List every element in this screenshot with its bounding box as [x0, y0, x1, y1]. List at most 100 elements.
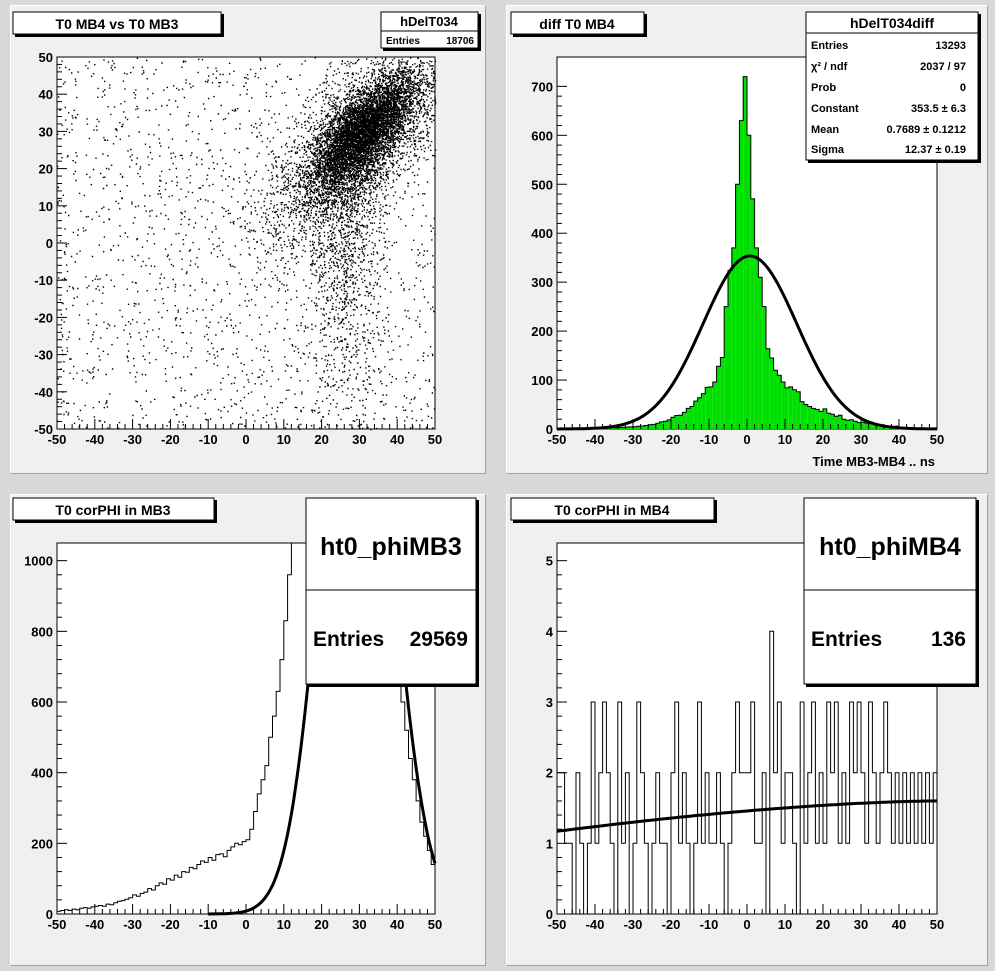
- scatter-plot: -50 -40 -30 -20 -10 0 10 20 30 40 50 -50 -40 -30 -20 -1…: [34, 50, 442, 447]
- title-box: T0 MB4 vs T0 MB3: [12, 11, 224, 37]
- histogram-bar: [769, 358, 774, 429]
- histogram-bar: [621, 427, 626, 429]
- histogram-bar: [735, 184, 740, 429]
- x-tick-label: 20: [816, 432, 830, 447]
- x-tick-label: 30: [854, 917, 868, 932]
- histogram-bar: [804, 404, 808, 429]
- histogram-bar: [693, 401, 698, 429]
- axes: -50 -40 -30 -20 -10 0 10 20 30 40 50 -50 -40 -30 -20 -1…: [34, 50, 442, 447]
- stats-value: 12.37 ± 0.19: [905, 144, 966, 156]
- histogram-bar: [629, 426, 633, 429]
- histogram-bar: [834, 416, 839, 429]
- y-tick-label: 4: [546, 624, 554, 639]
- x-tick-label: -10: [700, 432, 719, 447]
- stats-value: 0: [960, 82, 966, 94]
- stats-box: ht0_phiMB4 Entries 136: [803, 497, 979, 687]
- y-tick-label: 0: [46, 236, 53, 251]
- histogram-bar: [826, 413, 831, 429]
- histogram-bar: [750, 198, 755, 429]
- stats-box: hDelT034diff Entries 13293 χ² / ndf 2037…: [805, 11, 981, 163]
- histogram-bar: [838, 415, 842, 429]
- histogram-bar: [739, 120, 744, 429]
- x-tick-label: 0: [242, 917, 249, 932]
- x-tick-label: 0: [743, 917, 750, 932]
- histogram-bar: [788, 386, 793, 429]
- histogram-step: [556, 630, 937, 915]
- x-tick-label: -20: [662, 917, 681, 932]
- histogram-bar: [697, 397, 702, 429]
- stats-value: 29569: [410, 628, 468, 651]
- histogram-bar: [625, 427, 630, 429]
- pad-title: T0 MB4 vs T0 MB3: [56, 16, 179, 32]
- x-tick-label: -30: [624, 432, 643, 447]
- stats-name: hDelT034: [400, 14, 459, 29]
- pad-title: diff T0 MB4: [539, 16, 615, 32]
- x-tick-label: -20: [662, 432, 681, 447]
- scatter-point-cloud: [57, 57, 437, 431]
- histogram-bar: [830, 414, 835, 429]
- x-tick-label: -40: [85, 917, 104, 932]
- histogram-bar: [731, 247, 736, 429]
- x-tick-label: -10: [199, 917, 218, 932]
- stats-label: Entries: [386, 36, 420, 47]
- axes: -50 -40 -30 -20 -10 0 10 20 30 40 50 0 200 400 600 800 1…: [24, 554, 442, 932]
- y-tick-label: 400: [531, 226, 553, 241]
- x-tick-label: 10: [277, 917, 291, 932]
- x-tick-label: -30: [123, 432, 142, 447]
- histogram-bar: [674, 415, 679, 429]
- stats-box: ht0_phiMB3 Entries 29569: [305, 497, 479, 687]
- histogram-bar: [678, 415, 683, 429]
- y-tick-label: 5: [546, 554, 553, 569]
- histogram-bar: [861, 422, 865, 429]
- histogram-bar: [792, 389, 797, 429]
- pad-title: T0 corPHI in MB4: [554, 502, 669, 518]
- histogram-bar: [636, 426, 641, 429]
- histogram-bar: [743, 76, 747, 429]
- x-tick-label: -50: [48, 917, 67, 932]
- histogram-bar: [796, 391, 801, 429]
- histogram-bar: [682, 412, 687, 429]
- x-tick-label: 20: [314, 432, 328, 447]
- gaussian-fit-curve: [557, 254, 937, 431]
- stats-label: Entries: [313, 628, 384, 651]
- pad-title: T0 corPHI in MB3: [55, 502, 170, 518]
- x-tick-label: 0: [242, 432, 249, 447]
- histogram-bar: [617, 427, 622, 429]
- y-tick-label: -40: [34, 385, 53, 400]
- stats-label: Sigma: [811, 144, 845, 156]
- x-tick-label: -50: [548, 917, 567, 932]
- x-tick-label: 50: [428, 917, 442, 932]
- histogram-bar: [811, 408, 816, 429]
- x-tick-label: 50: [930, 432, 944, 447]
- x-tick-label: 50: [930, 917, 944, 932]
- phi-mb4-histogram: -50 -40 -30 -20 -10 0 10 20 30 40 50 0 1 2 3 4 5: [546, 542, 944, 932]
- stats-box: hDelT034 Entries 18706: [380, 11, 481, 51]
- x-tick-label: 20: [314, 917, 328, 932]
- y-tick-label: 10: [39, 199, 53, 214]
- y-tick-label: 300: [531, 275, 553, 290]
- x-tick-label: -40: [586, 917, 605, 932]
- histogram-bar: [876, 425, 880, 429]
- x-tick-label: -10: [199, 432, 218, 447]
- histogram-bar: [720, 357, 725, 429]
- y-tick-label: 600: [531, 128, 553, 143]
- y-tick-label: 1: [546, 836, 553, 851]
- x-tick-label: 40: [892, 917, 906, 932]
- y-tick-label: 800: [31, 624, 53, 639]
- stats-label: χ² / ndf: [811, 61, 848, 73]
- y-tick-label: -50: [34, 422, 53, 437]
- histogram-bar: [880, 425, 884, 429]
- histogram-bar: [633, 426, 637, 429]
- stats-name: hDelT034diff: [850, 15, 934, 31]
- y-tick-label: 2: [546, 766, 553, 781]
- x-tick-label: -40: [586, 432, 605, 447]
- x-tick-label: -20: [161, 917, 180, 932]
- histogram-bar: [659, 421, 664, 429]
- y-tick-label: 3: [546, 695, 553, 710]
- stats-value: 353.5 ± 6.3: [911, 103, 966, 115]
- y-tick-label: 0: [546, 422, 553, 437]
- histogram-bar: [614, 427, 618, 429]
- histogram-bar: [690, 406, 694, 429]
- histogram-bar: [815, 409, 820, 429]
- scatter-points: [57, 57, 437, 431]
